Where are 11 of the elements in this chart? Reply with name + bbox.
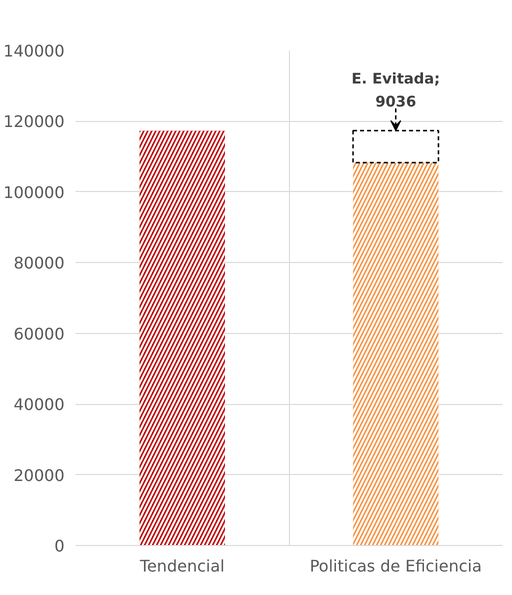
y-tick-label: 40000 [14,395,65,414]
x-tick-label: Politicas de Eficiencia [310,556,482,576]
y-tick-label: 60000 [14,324,65,344]
y-tick-label: 140000 [3,42,64,60]
y-tick-label: 100000 [3,182,64,202]
x-tick-label: Tendencial [138,556,225,576]
y-tick-label: 20000 [14,466,65,485]
y-tick-label: 80000 [14,254,65,273]
y-tick-label: 0 [54,536,65,556]
y-tick-label: 120000 [3,112,64,132]
data-label: E. Evitada; 9036 [352,70,440,110]
